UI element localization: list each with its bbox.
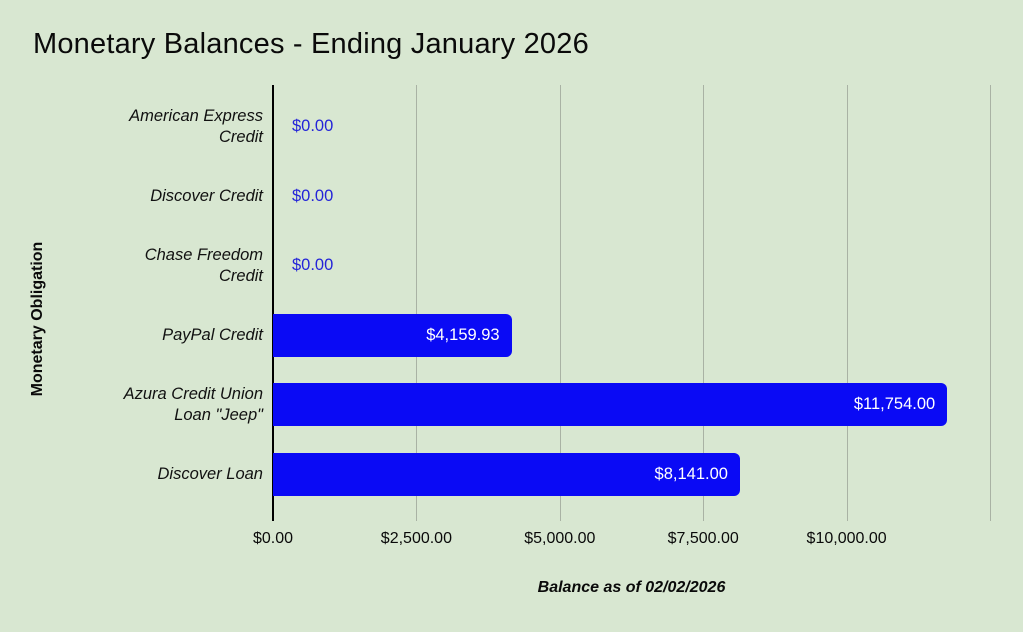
value-label: $0.00	[292, 256, 334, 275]
x-tick-label: $10,000.00	[806, 530, 887, 547]
category-label: American Express Credit	[129, 106, 263, 146]
bar-row: American Express Credit $0.00	[129, 92, 990, 162]
gridline	[703, 85, 705, 521]
gridline	[559, 85, 561, 521]
y-axis-line	[272, 85, 274, 521]
x-tick-label: $0.00	[252, 530, 294, 547]
bar-row: Chase Freedom Credit $0.00	[145, 231, 990, 301]
category-label: Azura Credit Union Loan "Jeep"	[123, 384, 263, 424]
category-label: Discover Credit	[150, 186, 263, 205]
gridline	[846, 85, 848, 521]
bar-row: Discover Loan $8,141.00	[158, 440, 990, 510]
category-label: Chase Freedom Credit	[144, 245, 263, 285]
category-label: PayPal Credit	[162, 325, 263, 344]
gridline	[416, 85, 418, 521]
x-axis-tick-labels: $0.00 $2,500.00 $5,000.00 $7,500.00 $10,000.…	[0, 530, 1023, 550]
category-label: Discover Loan	[157, 464, 263, 483]
gridline	[990, 85, 991, 521]
value-label: $0.00	[292, 186, 334, 205]
value-label: $0.00	[292, 117, 334, 136]
bar-segment: $11,754.00	[273, 383, 948, 427]
x-tick-label: $2,500.00	[380, 530, 452, 547]
value-label: $11,754.00	[853, 395, 936, 414]
bar-segment: $8,141.00	[273, 452, 740, 496]
plot-gridlines	[272, 85, 991, 521]
bar-segment: $4,159.93	[273, 313, 512, 357]
x-tick-label: $5,000.00	[524, 530, 596, 547]
value-label: $4,159.93	[426, 325, 500, 344]
bar-row: PayPal Credit $4,159.93	[162, 301, 990, 371]
x-tick-label: $7,500.00	[667, 530, 739, 547]
bar-row: Azura Credit Union Loan "Jeep" $11,754.00	[124, 370, 990, 440]
chart-title: Monetary Balances - Ending January 2026	[33, 28, 589, 60]
plot-area: American Express Credit $0.00 Discover Cre…	[124, 92, 990, 510]
bar-row: Discover Credit $0.00	[150, 162, 990, 232]
x-axis-title: Balance as of 02/02/2026	[537, 579, 726, 596]
value-label: $8,141.00	[654, 464, 728, 483]
